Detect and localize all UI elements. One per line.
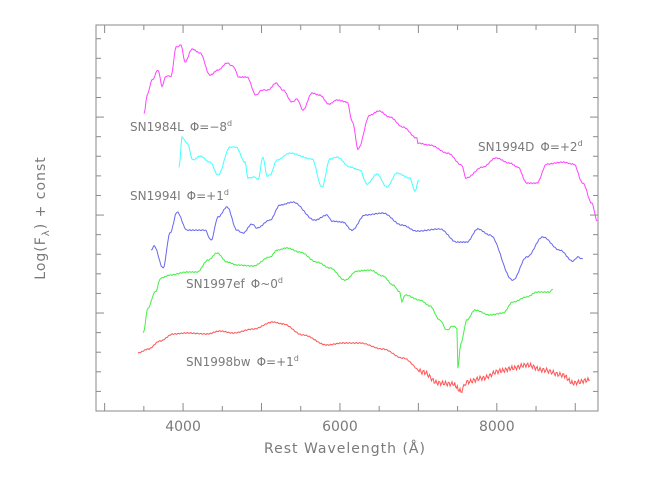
spectrum-line-unlabeled [150,201,584,281]
axis-ticks: 4000 6000 8000 [96,25,598,435]
label-sn1994i: SN1994I Φ=+1d [130,188,229,203]
label-sn1994d: SN1994D Φ=+2d [478,139,583,154]
y-axis-title: Log(Fλ) + const [33,156,52,279]
x-tick-label: 4000 [165,419,201,435]
x-axis-title: Rest Wavelength (Å) [264,440,426,457]
spectra-curves [137,44,598,394]
spectrum-line-sn1997ef [142,246,554,369]
spectrum-line-sn1984l [143,44,598,222]
label-sn1984l: SN1984L Φ=−8d [130,119,232,134]
plot-frame [95,24,599,412]
label-sn1998bw: SN1998bw Φ=+1d [186,354,299,369]
spectrum-line-sn1998bw [137,321,591,394]
x-tick-label: 6000 [322,419,358,435]
label-sn1997ef: SN1997ef Φ~0d [186,276,283,291]
spectrum-line-sn1994i [178,135,420,193]
x-tick-label: 8000 [479,419,515,435]
